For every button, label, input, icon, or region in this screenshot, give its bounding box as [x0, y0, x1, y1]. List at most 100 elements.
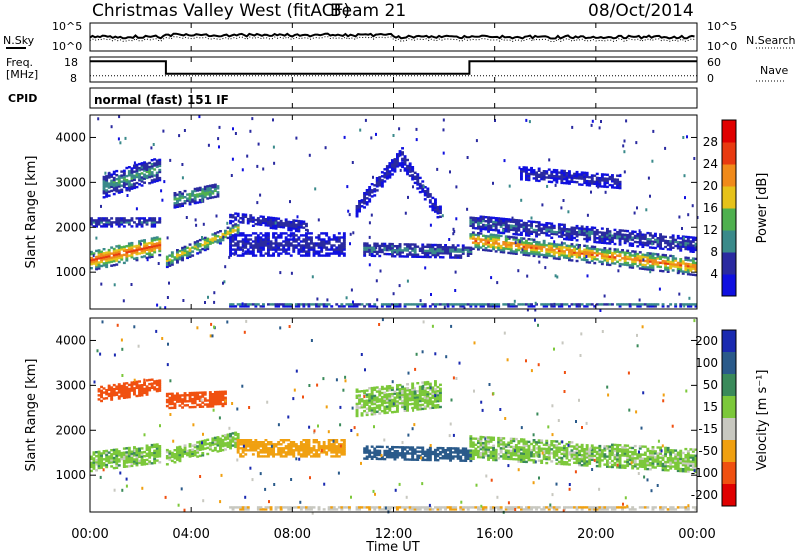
echo-cell	[256, 240, 260, 243]
echo-cell	[520, 168, 523, 171]
echo-cell	[530, 224, 533, 227]
echo-cell	[540, 253, 544, 256]
echo-cell	[583, 227, 587, 231]
echo-cell	[608, 242, 612, 245]
echo-cell	[219, 236, 222, 239]
echo-cell	[135, 246, 139, 250]
echo-cell	[358, 406, 361, 409]
echo-cell	[287, 303, 291, 306]
echo-cell	[451, 246, 455, 249]
echo-cell	[393, 410, 397, 414]
echo-cell	[522, 221, 526, 225]
echo-cell	[565, 228, 569, 231]
echo-cell	[418, 247, 422, 250]
echo-cell	[671, 236, 675, 239]
echo-cell	[686, 240, 690, 243]
echo-cell	[234, 443, 238, 447]
echo-cell	[686, 266, 690, 270]
noise-cell	[272, 118, 274, 122]
echo-cell	[439, 207, 442, 210]
noise-cell	[279, 271, 282, 275]
noise-cell	[513, 299, 516, 303]
echo-cell	[115, 221, 119, 224]
echo-cell	[170, 259, 174, 262]
echo-cell	[315, 439, 318, 442]
noise-cell	[117, 137, 120, 141]
noise-cell	[452, 232, 455, 236]
echo-cell	[115, 178, 119, 181]
echo-cell	[213, 189, 217, 192]
echo-cell	[241, 246, 245, 249]
noise-cell	[241, 302, 244, 306]
echo-cell	[342, 447, 346, 450]
echo-cell	[191, 250, 195, 253]
echo-cell	[606, 263, 609, 266]
echo-cell	[471, 453, 475, 456]
echo-cell	[297, 238, 301, 241]
echo-cell	[206, 237, 210, 240]
echo-cell	[302, 451, 306, 454]
echo-cell	[527, 305, 531, 308]
echo-cell	[358, 390, 361, 393]
echo-cell	[416, 450, 420, 453]
echo-cell	[560, 173, 564, 176]
echo-cell	[145, 242, 149, 245]
echo-cell	[127, 172, 131, 175]
echo-cell	[413, 243, 417, 246]
echo-cell	[117, 223, 121, 226]
echo-cell	[337, 451, 341, 454]
echo-cell	[143, 161, 146, 164]
echo-cell	[416, 179, 420, 182]
echo-cell	[418, 408, 422, 411]
echo-cell	[575, 305, 579, 308]
echo-cell	[514, 233, 518, 236]
echo-cell	[155, 387, 159, 391]
noise-cell	[638, 298, 641, 302]
echo-cell	[426, 395, 430, 398]
echo-cell	[155, 449, 159, 452]
echo-cell	[256, 246, 260, 249]
echo-cell	[385, 246, 389, 250]
echo-cell	[105, 391, 109, 394]
echo-cell	[133, 166, 136, 169]
echo-cell	[153, 382, 157, 385]
echo-cell	[259, 443, 263, 446]
echo-cell	[628, 258, 632, 261]
echo-cell	[186, 400, 189, 403]
echo-cell	[593, 251, 597, 255]
noise-cell	[259, 193, 262, 197]
echo-cell	[208, 405, 212, 408]
echo-cell	[439, 211, 442, 214]
echo-cell	[403, 159, 407, 162]
echo-cell	[454, 250, 458, 253]
echo-cell	[439, 397, 442, 401]
echo-cell	[90, 260, 93, 264]
echo-cell	[648, 252, 652, 255]
echo-cell	[246, 303, 250, 306]
echo-cell	[633, 260, 637, 263]
echo-cell	[641, 245, 645, 248]
echo-cell	[246, 250, 250, 253]
echo-cell	[335, 449, 339, 452]
echo-cell	[380, 397, 384, 401]
echo-cell	[469, 235, 473, 238]
echo-cell	[315, 305, 318, 308]
echo-cell	[112, 172, 116, 176]
echo-cell	[492, 228, 495, 232]
noise-cell	[135, 207, 138, 211]
echo-cell	[568, 174, 571, 177]
echo-cell	[95, 257, 98, 261]
echo-cell	[332, 252, 336, 255]
noise-cell	[139, 242, 142, 246]
echo-cell	[153, 246, 157, 250]
echo-cell	[107, 451, 111, 454]
echo-cell	[517, 303, 521, 306]
echo-cell	[628, 244, 632, 247]
echo-cell	[216, 185, 220, 188]
echo-cell	[661, 259, 665, 263]
echo-cell	[282, 246, 286, 249]
echo-cell	[545, 252, 549, 255]
echo-cell	[593, 174, 597, 177]
echo-cell	[297, 445, 301, 448]
